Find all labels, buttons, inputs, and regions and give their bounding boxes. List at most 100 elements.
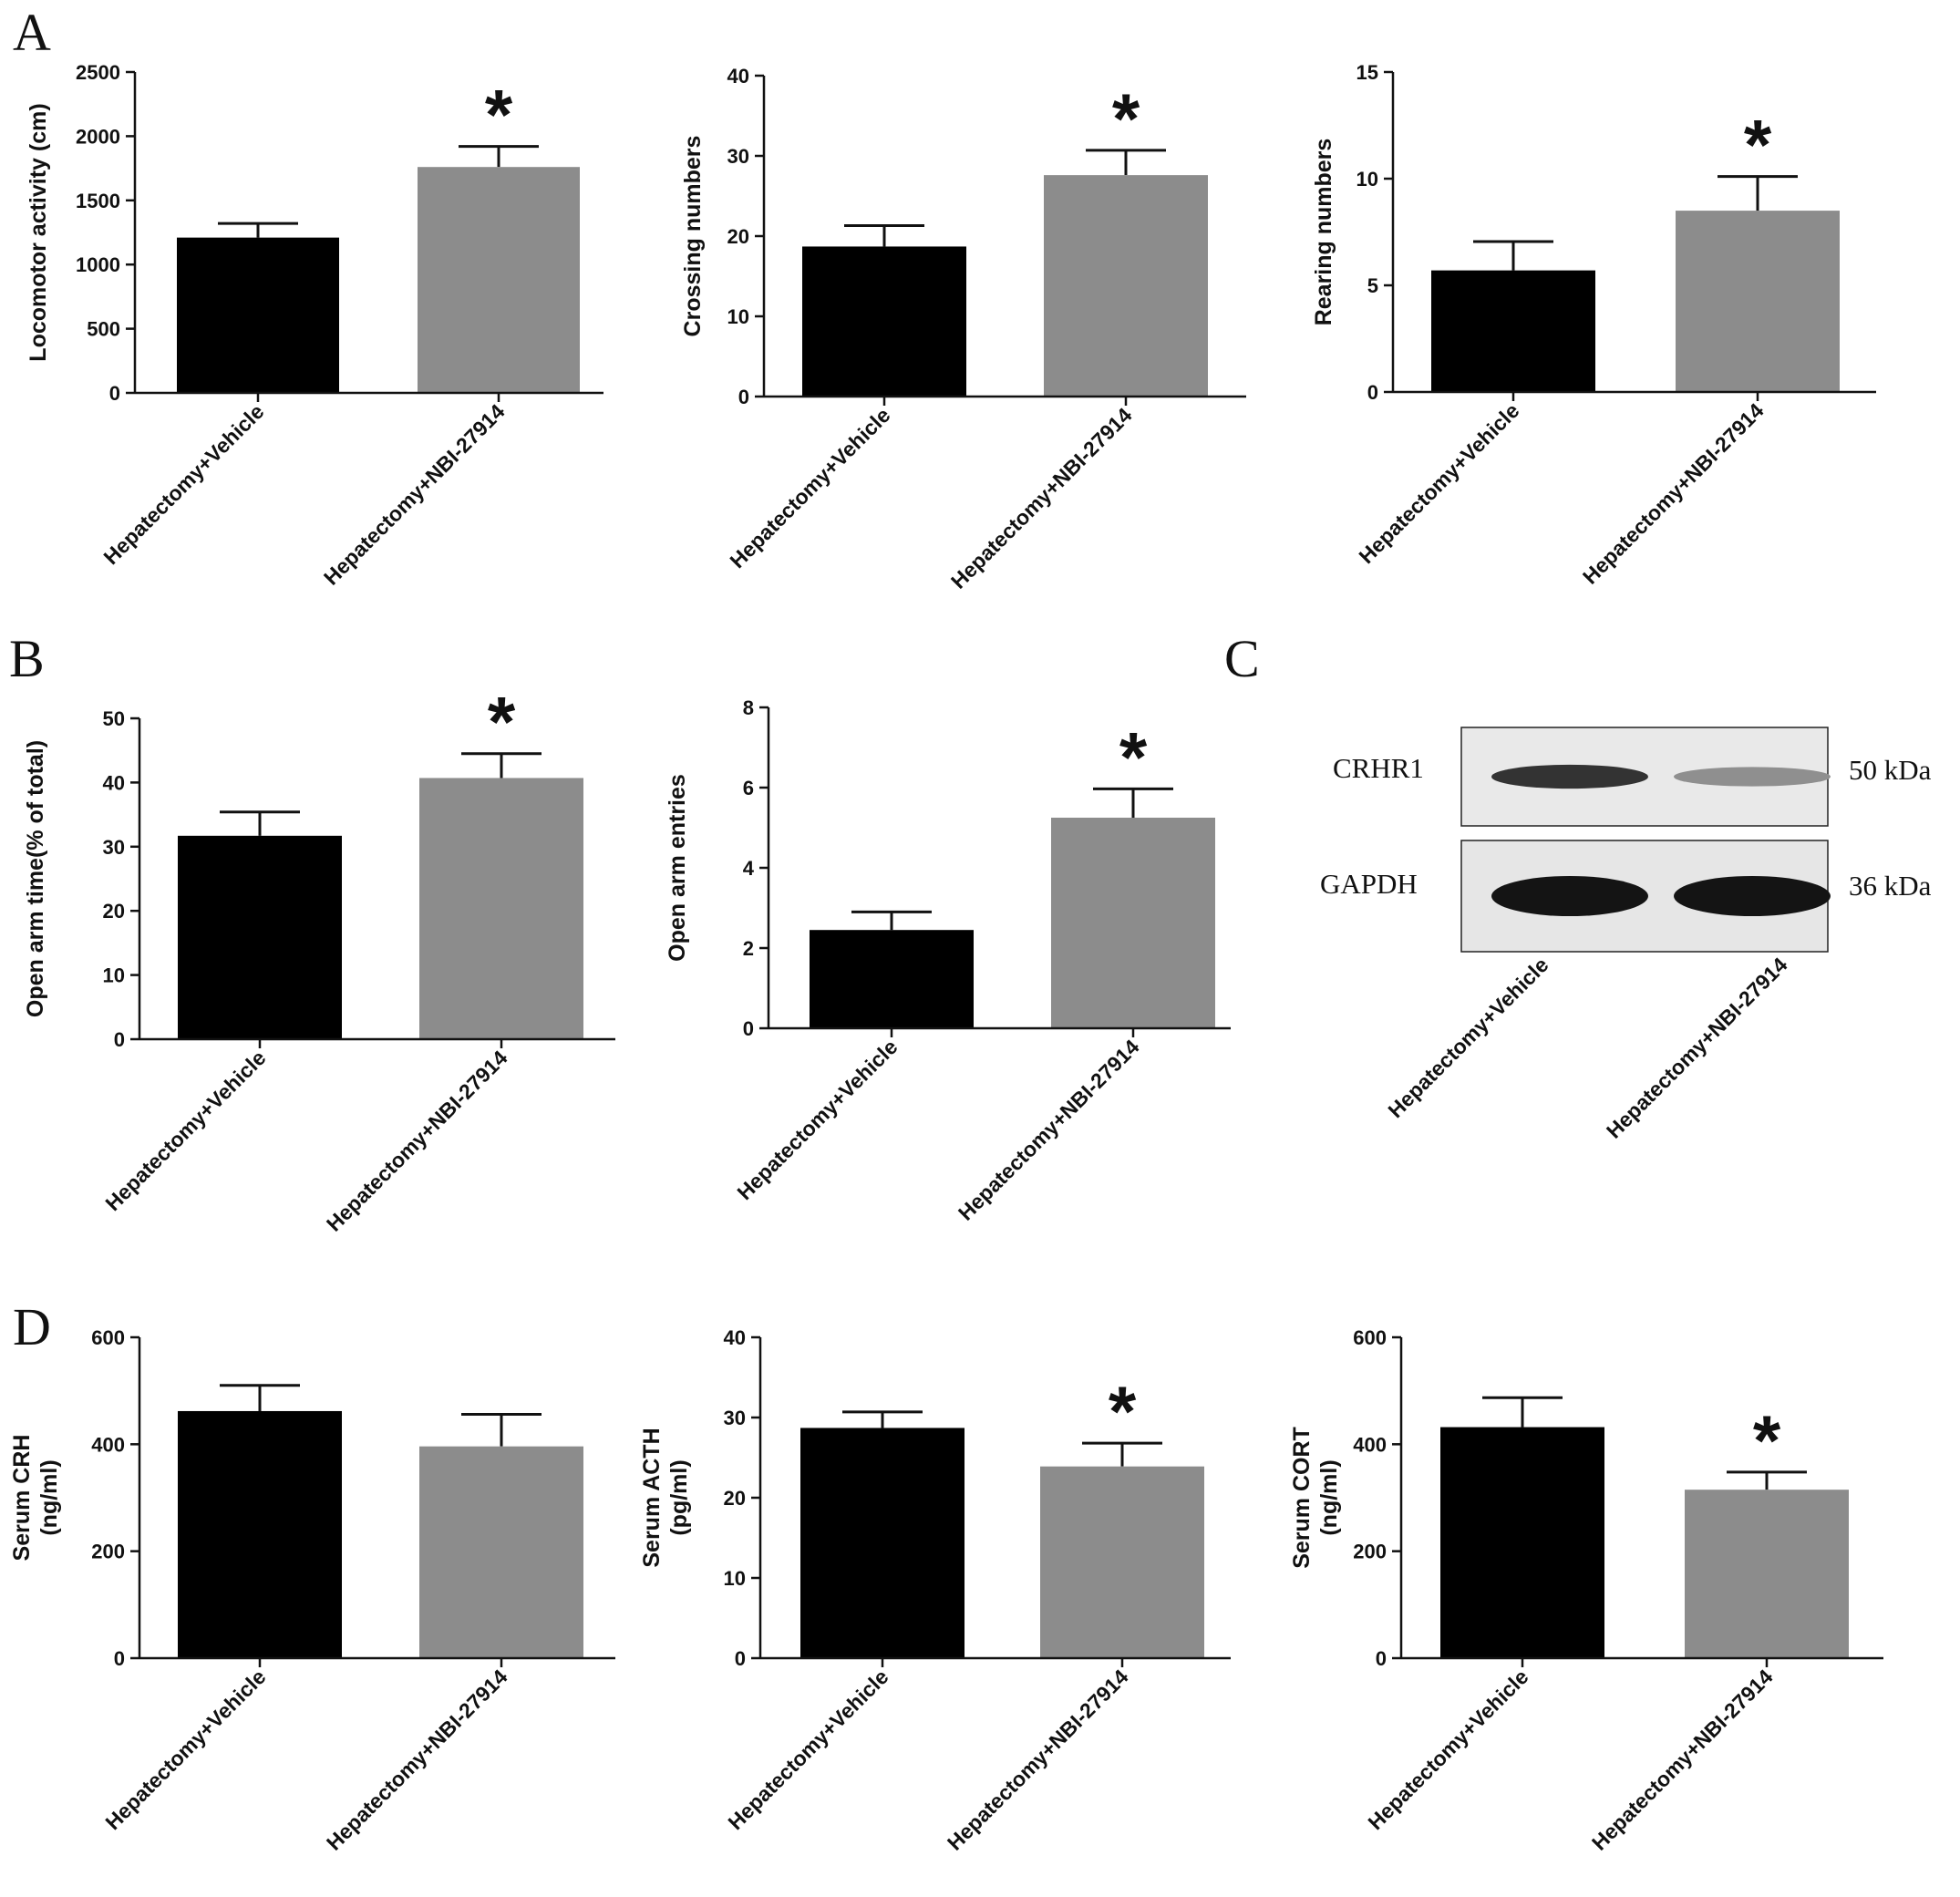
bar-serum_crh-0 [178,1410,342,1658]
category-label-serum_acth-0: Hepatectomy+Vehicle [723,1665,892,1834]
y-axis-title-locomotor: Locomotor activity (cm) [26,103,51,361]
blot-protein-label-crhr1: CRHR1 [1333,752,1424,784]
blot-protein-label-gapdh: GAPDH [1320,868,1418,900]
bar-charts: Hepatectomy+Vehicle * Hepatectomy+NBI-2791… [9,61,1883,1855]
y-tick-label-locomotor-1000: 1000 [76,253,120,276]
category-label-rearing-0: Hepatectomy+Vehicle [1354,398,1523,568]
y-tick-label-open_arm_entries-4: 4 [743,857,755,880]
y-tick-label-serum_crh-400: 400 [91,1433,125,1456]
y-tick-label-locomotor-500: 500 [87,318,120,341]
bar-crossing-0 [802,246,966,397]
blot-band-crhr1-1 [1674,767,1831,787]
significance-mark-open_arm_time: * [488,682,516,762]
y-tick-label-open_arm_entries-2: 2 [743,937,754,960]
y-tick-label-serum_acth-0: 0 [735,1647,746,1670]
y-tick-label-crossing-0: 0 [738,386,749,408]
y-axis-title-serum_acth: Serum ACTH [639,1428,665,1567]
category-label-locomotor-0: Hepatectomy+Vehicle [98,399,268,569]
y-tick-label-crossing-40: 40 [727,65,749,88]
significance-mark-rearing: * [1744,105,1772,185]
panel-label-c: C [1224,629,1260,688]
y-axis-title-open_arm_time: Open arm time(% of total) [23,740,48,1017]
blot-mw-label-gapdh: 36 kDa [1849,870,1932,902]
y-tick-label-rearing-10: 10 [1357,168,1378,191]
y-tick-label-serum_acth-40: 40 [724,1326,746,1349]
bar-open_arm_time-1 [419,778,583,1039]
chart-open_arm_time: Hepatectomy+Vehicle * Hepatectomy+NBI-2791… [23,682,615,1236]
category-label-crossing-0: Hepatectomy+Vehicle [725,403,894,572]
y-tick-label-crossing-10: 10 [727,305,749,328]
category-label-open_arm_entries-0: Hepatectomy+Vehicle [732,1035,902,1204]
y-tick-label-serum_acth-10: 10 [724,1567,746,1590]
y-tick-label-rearing-15: 15 [1357,61,1378,84]
y-tick-label-serum_cort-0: 0 [1376,1647,1387,1670]
significance-mark-serum_cort: * [1753,1400,1781,1480]
blot-mw-label-crhr1: 50 kDa [1849,754,1932,786]
y-tick-label-serum_crh-600: 600 [91,1326,125,1349]
category-label-rearing-1: Hepatectomy+NBI-27914 [1578,398,1769,589]
bar-open_arm_entries-1 [1051,818,1215,1028]
bar-open_arm_entries-0 [810,930,974,1028]
y-axis-title-serum_crh: Serum CRH [9,1435,35,1562]
y-tick-label-open_arm_entries-8: 8 [743,696,754,719]
y-tick-label-open_arm_entries-6: 6 [743,777,754,799]
bar-locomotor-1 [418,167,580,393]
y-tick-label-serum_acth-30: 30 [724,1407,746,1429]
category-label-serum_crh-1: Hepatectomy+NBI-27914 [322,1665,512,1855]
chart-locomotor: Hepatectomy+Vehicle * Hepatectomy+NBI-2791… [26,61,603,590]
y-tick-label-open_arm_time-50: 50 [103,707,125,730]
y-axis-title-crossing: Crossing numbers [680,136,706,337]
significance-mark-serum_acth: * [1109,1371,1137,1451]
y-tick-label-locomotor-2000: 2000 [76,125,120,148]
bar-open_arm_time-0 [178,835,342,1039]
chart-crossing: Hepatectomy+Vehicle * Hepatectomy+NBI-2791… [680,65,1246,593]
chart-serum_cort: Hepatectomy+Vehicle * Hepatectomy+NBI-2791… [1289,1326,1883,1855]
bar-serum_crh-1 [419,1446,583,1658]
y-tick-label-crossing-20: 20 [727,225,749,248]
chart-open_arm_entries: Hepatectomy+Vehicle * Hepatectomy+NBI-2791… [665,696,1231,1225]
panel-label-a: A [13,3,51,62]
y-tick-label-serum_cort-600: 600 [1353,1326,1387,1349]
y-tick-label-crossing-30: 30 [727,145,749,168]
significance-mark-open_arm_entries: * [1119,717,1148,797]
western-blot-panel: CRHR1 GAPDH 50 kDa 36 kDa Hepatectomy+Ve… [1320,727,1932,1143]
blot-band-crhr1-0 [1491,764,1648,789]
category-label-serum_cort-0: Hepatectomy+Vehicle [1363,1665,1532,1834]
category-label-serum_cort-1: Hepatectomy+NBI-27914 [1587,1665,1778,1855]
chart-serum_crh: Hepatectomy+Vehicle Hepatectomy+NBI-27914… [9,1326,615,1855]
category-label-serum_acth-1: Hepatectomy+NBI-27914 [943,1665,1133,1855]
y-tick-label-locomotor-1500: 1500 [76,190,120,212]
significance-mark-crossing: * [1112,78,1140,159]
blot-band-gapdh-1 [1674,876,1831,916]
y-tick-label-open_arm_time-20: 20 [103,900,125,923]
bar-rearing-1 [1676,211,1840,392]
y-tick-label-open_arm_time-10: 10 [103,964,125,987]
y-axis-title-rearing: Rearing numbers [1311,139,1336,326]
significance-mark-locomotor: * [485,75,513,155]
panel-label-d: D [13,1297,51,1356]
blot-band-gapdh-0 [1491,876,1648,916]
y-axis-title-serum_cort-line2: (ng/ml) [1316,1459,1342,1535]
bar-serum_cort-1 [1685,1490,1849,1658]
chart-serum_acth: Hepatectomy+Vehicle * Hepatectomy+NBI-2791… [639,1326,1231,1855]
category-label-locomotor-1: Hepatectomy+NBI-27914 [319,399,510,590]
category-label-crossing-1: Hepatectomy+NBI-27914 [946,403,1137,593]
bar-locomotor-0 [177,237,339,393]
bar-serum_cort-0 [1440,1427,1604,1658]
y-axis-title-serum_crh-line2: (ng/ml) [36,1459,62,1535]
y-tick-label-locomotor-2500: 2500 [76,61,120,84]
y-axis-title-open_arm_entries: Open arm entries [665,774,690,962]
y-axis-title-serum_cort: Serum CORT [1289,1427,1315,1569]
category-label-open_arm_time-1: Hepatectomy+NBI-27914 [322,1046,512,1236]
y-tick-label-serum_crh-200: 200 [91,1541,125,1563]
blot-lane-label-vehicle: Hepatectomy+Vehicle [1383,953,1553,1122]
bar-rearing-0 [1431,270,1595,392]
panel-label-b: B [9,629,45,688]
y-tick-label-serum_cort-400: 400 [1353,1433,1387,1456]
y-tick-label-locomotor-0: 0 [109,382,120,405]
y-tick-label-open_arm_time-40: 40 [103,771,125,794]
category-label-open_arm_entries-1: Hepatectomy+NBI-27914 [954,1035,1144,1225]
bar-serum_acth-0 [800,1428,965,1658]
y-tick-label-open_arm_time-30: 30 [103,836,125,859]
